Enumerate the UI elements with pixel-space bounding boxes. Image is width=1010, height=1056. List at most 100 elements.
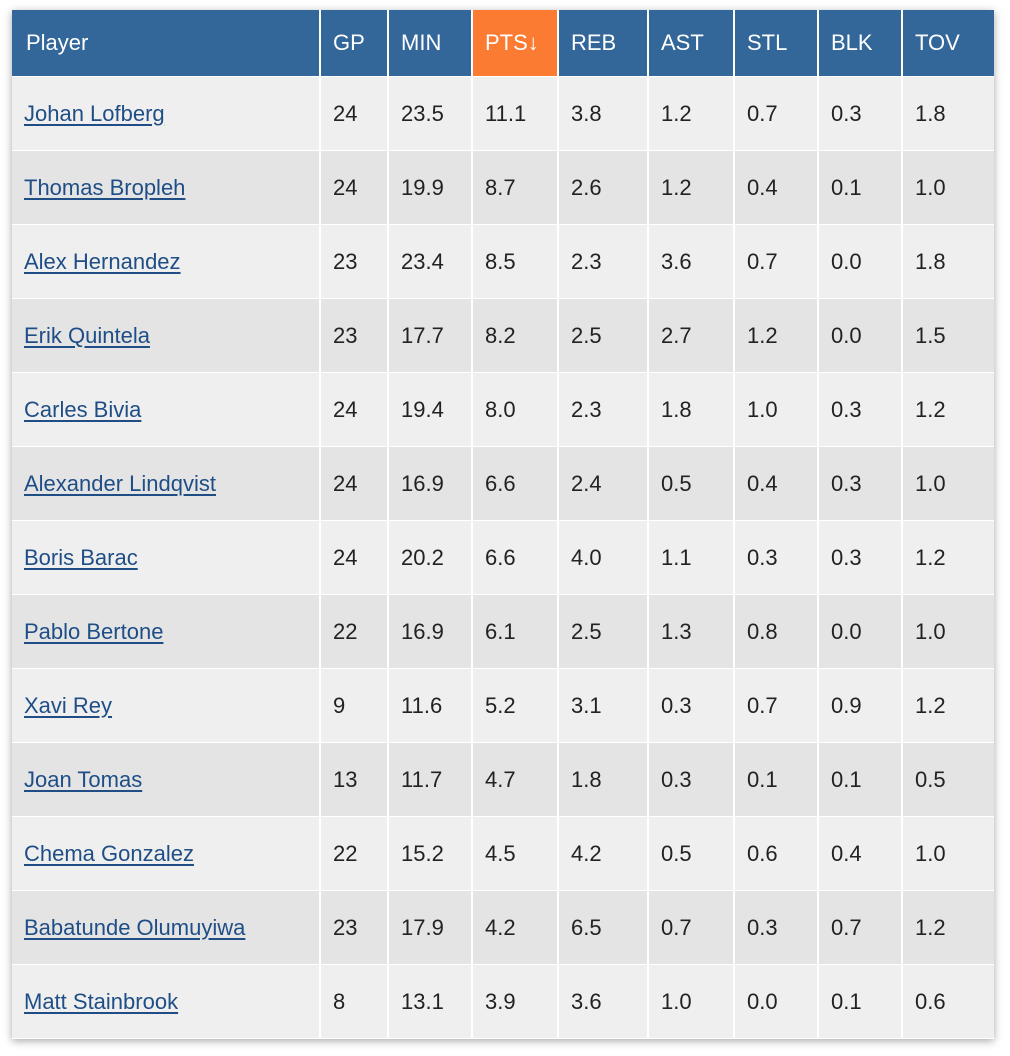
cell-pts: 8.2 — [472, 298, 559, 373]
player-link[interactable]: Babatunde Olumuyiwa — [24, 914, 246, 940]
player-link[interactable]: Chema Gonzalez — [24, 840, 194, 866]
player-link[interactable]: Boris Barac — [24, 544, 138, 570]
cell-tov: 1.2 — [902, 520, 994, 595]
column-header-stl[interactable]: STL — [734, 10, 819, 77]
table-row: Boris Barac 24 20.2 6.6 4.0 1.1 0.3 0.3 1.2 — [12, 520, 994, 595]
cell-player: Joan Tomas — [12, 742, 321, 817]
column-header-reb[interactable]: REB — [558, 10, 649, 77]
cell-tov: 1.0 — [902, 816, 994, 891]
player-link[interactable]: Alexander Lindqvist — [24, 470, 217, 496]
cell-tov: 1.5 — [902, 298, 994, 373]
table-row: Thomas Bropleh 24 19.9 8.7 2.6 1.2 0.4 0.1 1.0 — [12, 150, 994, 225]
cell-gp: 9 — [320, 668, 389, 743]
cell-tov: 1.0 — [902, 150, 994, 225]
column-header-player[interactable]: Player — [12, 10, 321, 77]
cell-min: 23.4 — [388, 224, 473, 299]
table-row: Xavi Rey 9 11.6 5.2 3.1 0.3 0.7 0.9 1.2 — [12, 668, 994, 743]
cell-player: Chema Gonzalez — [12, 816, 321, 891]
table-row: Johan Lofberg 24 23.5 11.1 3.8 1.2 0.7 0.3 1.8 — [12, 76, 994, 151]
cell-pts: 8.0 — [472, 372, 559, 447]
cell-blk: 0.1 — [818, 150, 903, 225]
cell-ast: 1.2 — [648, 150, 735, 225]
cell-gp: 22 — [320, 594, 389, 669]
cell-blk: 0.3 — [818, 372, 903, 447]
cell-player: Johan Lofberg — [12, 76, 321, 151]
cell-gp: 22 — [320, 816, 389, 891]
player-link[interactable]: Xavi Rey — [24, 692, 113, 718]
cell-stl: 0.4 — [734, 150, 819, 225]
cell-min: 15.2 — [388, 816, 473, 891]
player-link[interactable]: Joan Tomas — [24, 766, 143, 792]
cell-ast: 1.0 — [648, 964, 735, 1039]
cell-tov: 1.2 — [902, 372, 994, 447]
cell-stl: 0.0 — [734, 964, 819, 1039]
cell-stl: 0.3 — [734, 520, 819, 595]
cell-min: 11.7 — [388, 742, 473, 817]
table-row: Alexander Lindqvist 24 16.9 6.6 2.4 0.5 0.4 0.3… — [12, 446, 994, 521]
cell-blk: 0.3 — [818, 520, 903, 595]
cell-reb: 6.5 — [558, 890, 649, 965]
cell-stl: 0.7 — [734, 76, 819, 151]
cell-min: 19.4 — [388, 372, 473, 447]
cell-reb: 4.0 — [558, 520, 649, 595]
cell-blk: 0.3 — [818, 446, 903, 521]
cell-stl: 0.8 — [734, 594, 819, 669]
cell-pts: 8.5 — [472, 224, 559, 299]
cell-tov: 0.6 — [902, 964, 994, 1039]
cell-gp: 23 — [320, 224, 389, 299]
player-link[interactable]: Alex Hernandez — [24, 248, 181, 274]
player-link[interactable]: Pablo Bertone — [24, 618, 164, 644]
player-link[interactable]: Carles Bivia — [24, 396, 142, 422]
cell-player: Xavi Rey — [12, 668, 321, 743]
cell-ast: 0.5 — [648, 446, 735, 521]
cell-gp: 24 — [320, 446, 389, 521]
cell-pts: 8.7 — [472, 150, 559, 225]
column-header-ast[interactable]: AST — [648, 10, 735, 77]
table-row: Erik Quintela 23 17.7 8.2 2.5 2.7 1.2 0.0 1.5 — [12, 298, 994, 373]
cell-blk: 0.9 — [818, 668, 903, 743]
cell-blk: 0.1 — [818, 742, 903, 817]
cell-tov: 1.0 — [902, 594, 994, 669]
table-body: Johan Lofberg 24 23.5 11.1 3.8 1.2 0.7 0.3 1.8 Th… — [12, 76, 994, 1039]
cell-ast: 0.3 — [648, 742, 735, 817]
column-header-min[interactable]: MIN — [388, 10, 473, 77]
cell-blk: 0.0 — [818, 298, 903, 373]
player-link[interactable]: Matt Stainbrook — [24, 988, 179, 1014]
header-row: Player GP MIN PTS↓ REB AST STL BLK TOV — [12, 10, 994, 77]
player-link[interactable]: Thomas Bropleh — [24, 174, 186, 200]
cell-player: Thomas Bropleh — [12, 150, 321, 225]
cell-stl: 1.2 — [734, 298, 819, 373]
cell-stl: 0.3 — [734, 890, 819, 965]
cell-pts: 4.2 — [472, 890, 559, 965]
column-header-blk[interactable]: BLK — [818, 10, 903, 77]
table-row: Matt Stainbrook 8 13.1 3.9 3.6 1.0 0.0 0.1 0.6 — [12, 964, 994, 1039]
column-header-gp[interactable]: GP — [320, 10, 389, 77]
cell-min: 16.9 — [388, 446, 473, 521]
player-link[interactable]: Johan Lofberg — [24, 100, 165, 126]
cell-reb: 2.5 — [558, 594, 649, 669]
column-header-tov[interactable]: TOV — [902, 10, 994, 77]
cell-ast: 0.5 — [648, 816, 735, 891]
cell-ast: 0.3 — [648, 668, 735, 743]
cell-pts: 6.1 — [472, 594, 559, 669]
cell-gp: 8 — [320, 964, 389, 1039]
cell-blk: 0.0 — [818, 224, 903, 299]
cell-stl: 1.0 — [734, 372, 819, 447]
table-header: Player GP MIN PTS↓ REB AST STL BLK TOV — [12, 10, 994, 77]
cell-reb: 2.4 — [558, 446, 649, 521]
column-header-pts-sorted[interactable]: PTS↓ — [472, 10, 559, 77]
table-row: Pablo Bertone 22 16.9 6.1 2.5 1.3 0.8 0.0 1.0 — [12, 594, 994, 669]
cell-reb: 2.6 — [558, 150, 649, 225]
cell-stl: 0.6 — [734, 816, 819, 891]
table-row: Joan Tomas 13 11.7 4.7 1.8 0.3 0.1 0.1 0.5 — [12, 742, 994, 817]
cell-min: 19.9 — [388, 150, 473, 225]
cell-stl: 0.7 — [734, 224, 819, 299]
cell-tov: 1.8 — [902, 224, 994, 299]
cell-min: 11.6 — [388, 668, 473, 743]
cell-pts: 6.6 — [472, 520, 559, 595]
cell-pts: 4.7 — [472, 742, 559, 817]
cell-tov: 0.5 — [902, 742, 994, 817]
cell-stl: 0.1 — [734, 742, 819, 817]
cell-player: Babatunde Olumuyiwa — [12, 890, 321, 965]
player-link[interactable]: Erik Quintela — [24, 322, 150, 348]
